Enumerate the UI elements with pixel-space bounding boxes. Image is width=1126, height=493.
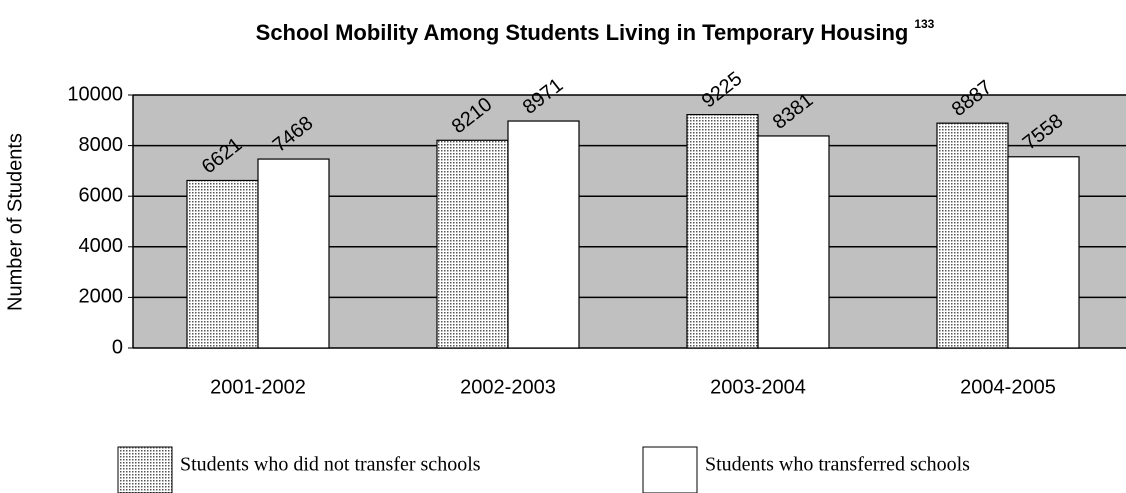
- x-tick-label: 2002-2003: [460, 376, 556, 398]
- y-axis-label: Number of Students: [4, 133, 26, 311]
- x-tick-label: 2004-2005: [960, 376, 1056, 398]
- title-superscript: 133: [914, 17, 934, 31]
- bar: [936, 122, 1009, 349]
- legend-label: Students who did not transfer schools: [180, 454, 481, 476]
- chart-title: School Mobility Among Students Living in…: [256, 17, 935, 45]
- x-tick-label: 2003-2004: [710, 376, 806, 398]
- bar: [436, 139, 509, 349]
- bar: [257, 158, 330, 349]
- y-tick-label: 2000: [79, 286, 124, 308]
- y-tick-label: 10000: [67, 83, 123, 105]
- y-tick-label: 8000: [79, 134, 124, 156]
- legend-swatch: [642, 446, 698, 493]
- y-tick-label: 0: [112, 336, 123, 358]
- bar: [186, 179, 259, 349]
- bar: [1007, 156, 1080, 349]
- x-tick-label: 2001-2002: [210, 376, 306, 398]
- bar: [686, 114, 759, 349]
- legend-swatch: [117, 446, 173, 493]
- y-tick-label: 6000: [79, 184, 124, 206]
- bar: [507, 120, 580, 349]
- y-tick-label: 4000: [79, 235, 124, 257]
- legend-label: Students who transferred schools: [705, 454, 970, 476]
- bar: [757, 135, 830, 349]
- title-text: School Mobility Among Students Living in…: [256, 20, 909, 45]
